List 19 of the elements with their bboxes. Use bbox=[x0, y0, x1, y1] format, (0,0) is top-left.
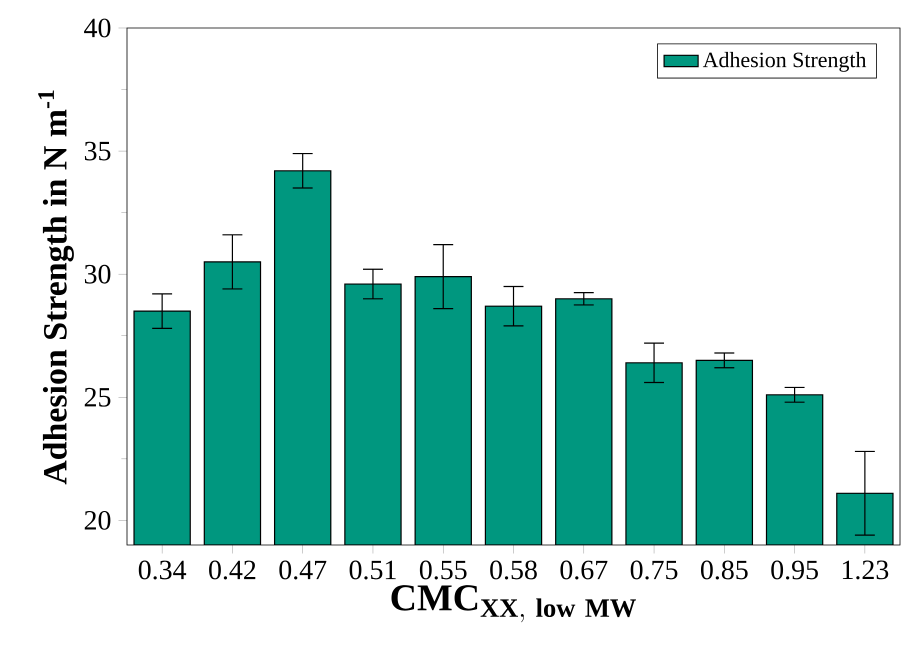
y-tick-label: 30 bbox=[84, 264, 110, 284]
x-tick-label: 0.55 bbox=[420, 560, 467, 580]
x-tick-label: 0.34 bbox=[138, 560, 186, 580]
x-tick-label: 0.42 bbox=[209, 560, 256, 580]
x-tick-label: 0.47 bbox=[279, 560, 326, 580]
y-tick-label: 25 bbox=[84, 388, 110, 407]
x-tick-label: 0.58 bbox=[490, 560, 537, 580]
x-tick-label: 0.51 bbox=[350, 560, 396, 580]
x-axis-title: $\mathbf{CMC}_{\mathbf{XX,\ low\ MW}}$ bbox=[392, 585, 636, 622]
y-tick-label: 35 bbox=[84, 142, 110, 160]
x-tick-label: 0.67 bbox=[560, 560, 608, 580]
y-tick-label: 40 bbox=[84, 18, 110, 38]
x-tick-label: 1.23 bbox=[842, 560, 888, 580]
y-tick-label: 20 bbox=[84, 510, 110, 530]
y-axis-title: Adhesion Strength in N m$^{-1}$ bbox=[38, 90, 74, 484]
x-tick-label: 0.75 bbox=[630, 560, 678, 580]
legend-label: Adhesion Strength bbox=[702, 52, 866, 72]
x-tick-label: 0.95 bbox=[771, 560, 818, 580]
x-tick-label: 0.85 bbox=[700, 560, 748, 580]
